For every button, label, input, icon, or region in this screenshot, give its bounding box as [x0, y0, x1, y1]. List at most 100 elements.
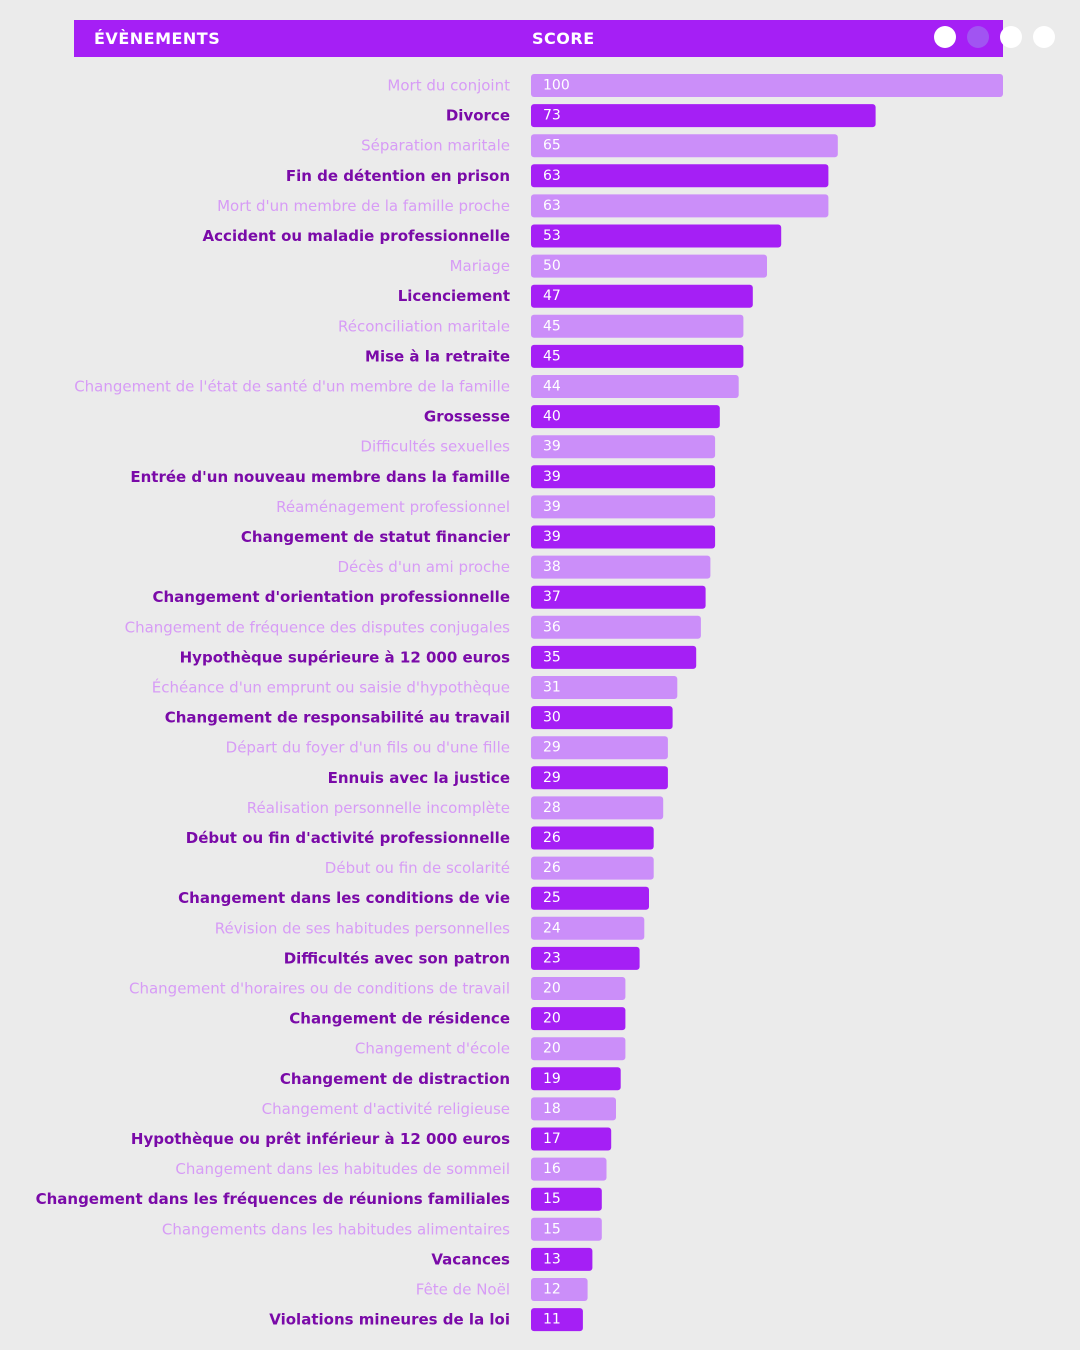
category-label-42: Violations mineures de la loi: [269, 1311, 510, 1329]
table-header: ÉVÈNEMENTS SCORE: [74, 20, 1003, 57]
value-label-38: 15: [543, 1191, 561, 1207]
value-label-16: 39: [543, 529, 561, 545]
value-label-33: 20: [543, 1041, 561, 1057]
value-label-40: 13: [543, 1251, 561, 1267]
value-label-2: 73: [543, 108, 561, 124]
value-label-20: 35: [543, 649, 561, 665]
value-label-18: 37: [543, 589, 561, 605]
category-label-13: Difficultés sexuelles: [360, 438, 510, 456]
bar-38: [531, 1187, 602, 1211]
category-label-2: Divorce: [446, 107, 510, 125]
category-label-3: Séparation maritale: [361, 137, 510, 155]
bar-9: [531, 314, 744, 338]
bar-17: [531, 555, 711, 579]
value-label-6: 53: [543, 228, 561, 244]
category-label-6: Accident ou maladie professionnelle: [203, 227, 510, 245]
value-label-5: 63: [543, 198, 561, 214]
category-label-12: Grossesse: [424, 408, 510, 426]
pagination-dot-2[interactable]: [967, 26, 989, 48]
category-label-40: Vacances: [431, 1250, 510, 1268]
category-label-8: Licenciement: [398, 287, 510, 305]
category-label-34: Changement de distraction: [280, 1070, 510, 1088]
category-label-9: Réconciliation maritale: [338, 317, 510, 335]
bar-34: [531, 1067, 621, 1091]
category-label-31: Changement d'horaires ou de conditions d…: [129, 980, 510, 998]
category-label-27: Début ou fin de scolarité: [325, 859, 510, 877]
bar-42: [531, 1308, 583, 1332]
bar-29: [531, 916, 645, 940]
value-label-9: 45: [543, 318, 561, 334]
category-label-15: Réaménagement professionnel: [276, 498, 510, 516]
value-label-30: 23: [543, 950, 561, 966]
value-label-24: 29: [543, 770, 561, 786]
category-label-1: Mort du conjoint: [387, 77, 510, 95]
bar-26: [531, 826, 654, 850]
value-label-17: 38: [543, 559, 561, 575]
value-label-4: 63: [543, 168, 561, 184]
category-label-36: Hypothèque ou prêt inférieur à 12 000 eu…: [131, 1130, 510, 1148]
category-label-26: Début ou fin d'activité professionnelle: [186, 829, 510, 847]
bar-10: [531, 344, 744, 368]
category-label-33: Changement d'école: [355, 1040, 510, 1058]
category-label-21: Échéance d'un emprunt ou saisie d'hypoth…: [152, 678, 510, 697]
category-label-41: Fête de Noël: [416, 1281, 510, 1299]
category-label-14: Entrée d'un nouveau membre dans la famil…: [130, 468, 510, 486]
bar-35: [531, 1097, 616, 1121]
value-label-15: 39: [543, 499, 561, 515]
pagination-dot-1[interactable]: [934, 26, 956, 48]
value-label-19: 36: [543, 619, 561, 635]
value-label-37: 16: [543, 1161, 561, 1177]
bar-2: [531, 104, 876, 128]
bar-32: [531, 1007, 626, 1031]
category-label-24: Ennuis avec la justice: [328, 769, 510, 787]
bar-3: [531, 134, 838, 158]
category-label-37: Changement dans les habitudes de sommeil: [175, 1160, 510, 1178]
bar-24: [531, 766, 668, 790]
bar-11: [531, 375, 739, 398]
value-label-35: 18: [543, 1101, 561, 1117]
bar-41: [531, 1278, 588, 1301]
value-label-3: 65: [543, 138, 561, 154]
value-label-26: 26: [543, 830, 561, 846]
bar-12: [531, 405, 720, 429]
value-label-11: 44: [543, 379, 561, 395]
bar-22: [531, 706, 673, 730]
bar-8: [531, 284, 753, 308]
value-label-23: 29: [543, 740, 561, 756]
pagination-dot-4[interactable]: [1033, 26, 1055, 48]
bar-27: [531, 856, 654, 880]
pagination-dot-3[interactable]: [1000, 26, 1022, 48]
bar-28: [531, 886, 649, 910]
category-label-19: Changement de fréquence des disputes con…: [125, 618, 511, 636]
value-label-41: 12: [543, 1282, 561, 1298]
value-label-14: 39: [543, 469, 561, 485]
score-column-header: SCORE: [532, 29, 595, 48]
category-label-7: Mariage: [450, 257, 510, 275]
bar-5: [531, 194, 829, 218]
category-label-28: Changement dans les conditions de vie: [178, 889, 510, 907]
bar-21: [531, 676, 678, 699]
value-label-31: 20: [543, 981, 561, 997]
category-label-4: Fin de détention en prison: [286, 167, 510, 185]
bar-6: [531, 224, 782, 248]
bar-23: [531, 736, 668, 760]
bar-40: [531, 1247, 593, 1271]
value-label-28: 25: [543, 890, 561, 906]
value-label-34: 19: [543, 1071, 561, 1087]
value-label-12: 40: [543, 409, 561, 425]
bar-7: [531, 254, 767, 278]
value-label-7: 50: [543, 258, 561, 274]
value-label-29: 24: [543, 920, 561, 936]
bar-19: [531, 615, 701, 639]
category-label-32: Changement de résidence: [289, 1010, 510, 1028]
category-label-23: Départ du foyer d'un fils ou d'une fille: [226, 739, 510, 757]
value-label-39: 15: [543, 1221, 561, 1237]
value-label-32: 20: [543, 1011, 561, 1027]
category-label-25: Réalisation personnelle incomplète: [247, 799, 510, 817]
category-label-18: Changement d'orientation professionnelle: [152, 588, 510, 606]
bar-14: [531, 465, 716, 489]
bar-13: [531, 435, 716, 459]
category-label-39: Changements dans les habitudes alimentai…: [162, 1220, 510, 1238]
bar-15: [531, 495, 716, 519]
